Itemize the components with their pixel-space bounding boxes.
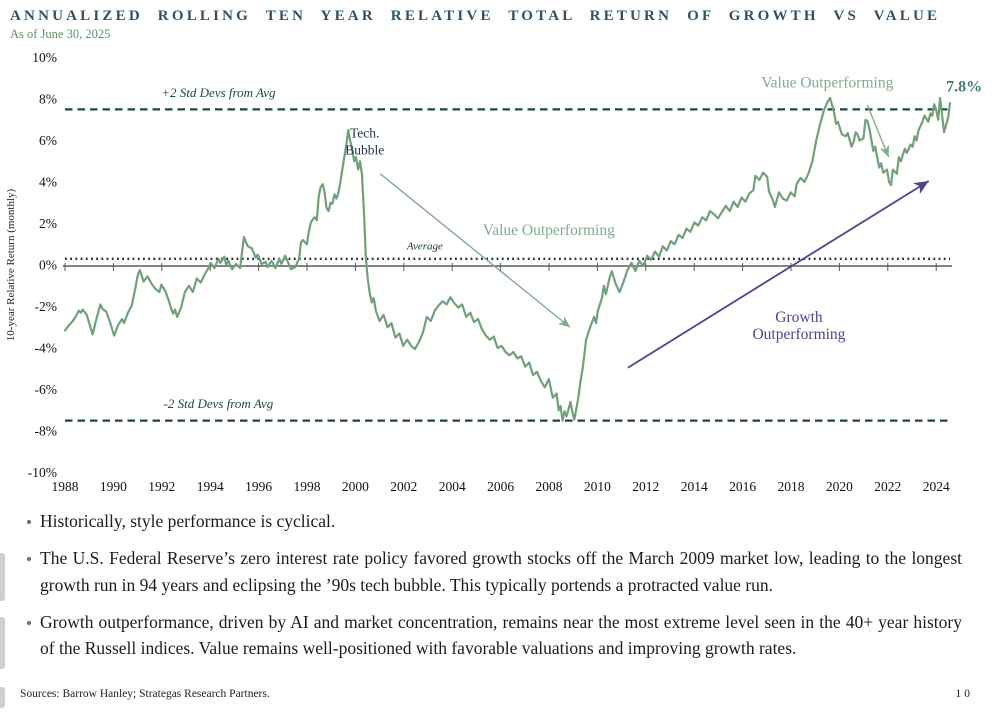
y-axis-title: 10-year Relative Return (monthly) xyxy=(5,188,17,341)
x-axis-label: 2024 xyxy=(923,479,950,494)
x-axis-label: 2012 xyxy=(632,479,659,494)
x-axis-label: 2018 xyxy=(778,479,805,494)
x-axis-label: 2010 xyxy=(584,479,611,494)
x-axis-label: 2020 xyxy=(826,479,853,494)
commentary-section: Historically, style performance is cycli… xyxy=(27,508,962,672)
average-label: Average xyxy=(406,240,443,252)
bullet-text: Growth outperformance, driven by AI and … xyxy=(40,611,962,658)
tech-bubble-label: Tech. xyxy=(350,125,379,140)
y-axis-label: 6% xyxy=(39,133,57,148)
current-value-label: 7.8% xyxy=(946,79,982,96)
as-of-date: As of June 30, 2025 xyxy=(10,27,111,41)
y-axis-label: -8% xyxy=(35,424,58,439)
bullet-marker-icon xyxy=(27,520,31,524)
page-title: ANNUALIZED ROLLING TEN YEAR RELATIVE TOT… xyxy=(10,8,941,24)
y-axis-label: -4% xyxy=(35,341,58,356)
page-edge-artifact xyxy=(0,687,5,708)
y-axis-label: -2% xyxy=(35,299,58,314)
bullet-item: The U.S. Federal Reserve’s zero interest… xyxy=(27,545,962,598)
x-axis-label: 2002 xyxy=(390,479,417,494)
bullet-text: Historically, style performance is cycli… xyxy=(40,511,336,531)
page-number: 10 xyxy=(955,688,973,700)
y-axis-label: -10% xyxy=(28,465,57,480)
y-axis-label: 10% xyxy=(32,50,57,65)
x-axis-label: 1988 xyxy=(52,479,79,494)
x-axis-label: 1994 xyxy=(197,479,224,494)
growth-outperforming-label: Outperforming xyxy=(752,326,845,343)
upper-band-label: +2 Std Devs from Avg xyxy=(161,85,276,100)
relative-return-chart: +2 Std Devs from Avg -2 Std Devs from Avg… xyxy=(5,50,982,494)
x-axis-label: 2000 xyxy=(342,479,369,494)
x-axis-label: 2006 xyxy=(487,479,514,494)
growth-rise-arrow xyxy=(627,180,930,369)
series-line xyxy=(63,96,952,422)
value-outperforming-mid-label: Value Outperforming xyxy=(483,222,615,239)
x-axis-label: 1992 xyxy=(148,479,175,494)
x-axis-label: 2008 xyxy=(536,479,563,494)
bullet-item: Historically, style performance is cycli… xyxy=(27,508,962,534)
x-axis-label: 2004 xyxy=(439,479,466,494)
lower-band-label: -2 Std Devs from Avg xyxy=(164,396,274,411)
bullet-marker-icon xyxy=(27,557,31,562)
bullet-item: Growth outperformance, driven by AI and … xyxy=(27,609,962,662)
bullet-text: The U.S. Federal Reserve’s zero interest… xyxy=(40,548,962,595)
x-axis-label: 1990 xyxy=(100,479,127,494)
x-axis-label: 1998 xyxy=(294,479,321,494)
value-dip-arrow xyxy=(866,104,890,158)
page-edge-artifact xyxy=(0,553,5,601)
x-axis-label: 1996 xyxy=(245,479,272,494)
x-axis-label: 2016 xyxy=(729,479,756,494)
value-decline-arrow xyxy=(379,173,571,328)
page-edge-artifact xyxy=(0,617,5,669)
y-axis-label: 0% xyxy=(39,258,57,273)
y-axis-label: 8% xyxy=(39,92,57,107)
y-axis-label: -6% xyxy=(35,382,58,397)
x-axis-label: 2014 xyxy=(681,479,708,494)
y-axis-label: 4% xyxy=(39,175,57,190)
x-axis-label: 2022 xyxy=(874,479,901,494)
footer: Sources: Barrow Hanley; Strategas Resear… xyxy=(20,688,973,700)
bullet-marker-icon xyxy=(27,620,31,625)
value-outperforming-top-label: Value Outperforming xyxy=(761,75,893,92)
y-axis-label: 2% xyxy=(39,216,57,231)
sources-note: Sources: Barrow Hanley; Strategas Resear… xyxy=(20,688,270,700)
tech-bubble-label: Bubble xyxy=(345,142,384,157)
growth-outperforming-label: Growth xyxy=(775,309,823,326)
